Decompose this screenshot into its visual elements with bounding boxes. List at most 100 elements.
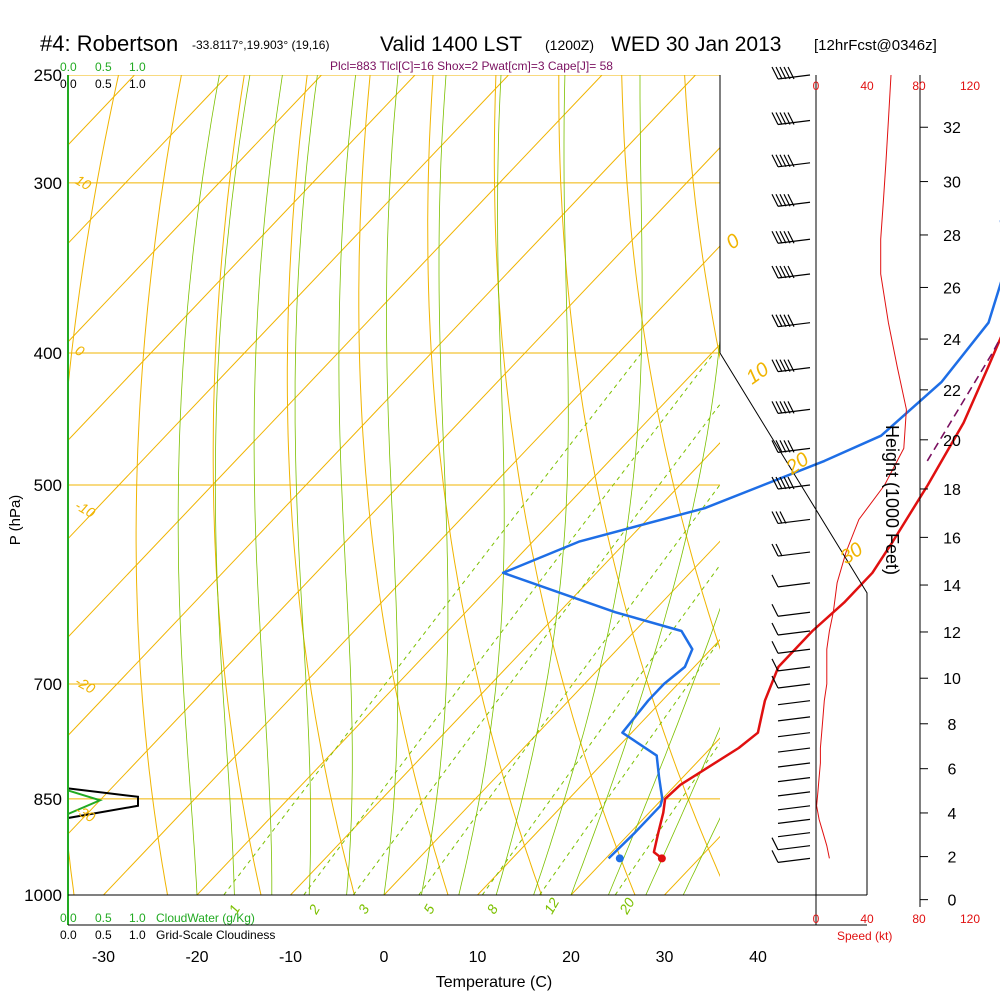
- wind-barb: [777, 832, 811, 838]
- wind-barb-feather: [787, 440, 795, 453]
- dry-adiabat: [68, 75, 119, 895]
- wind-barb: [777, 716, 811, 722]
- x-tick-label: 30: [656, 949, 674, 966]
- moist-adiabat: [253, 75, 283, 895]
- height-tick-label: 16: [943, 530, 961, 547]
- wind-barb-feather: [775, 359, 783, 372]
- wind-barb-staff: [777, 747, 811, 753]
- wind-barb-feather: [779, 230, 787, 244]
- series-temperature: [652, 336, 1000, 860]
- adiabat-label: 0: [722, 230, 744, 254]
- wind-barb-staff: [777, 630, 811, 636]
- wind-barb-staff: [777, 551, 811, 557]
- bottom-black-1: 1.0: [129, 928, 146, 942]
- wind-barb-feather: [771, 401, 779, 414]
- wind-barb-feather: [783, 230, 791, 244]
- wind-barb-feather: [787, 401, 795, 414]
- mixing-ratio-label: 2: [305, 902, 323, 918]
- mixing-ratio-label: 8: [483, 902, 501, 917]
- mixing-ratio-line: [614, 742, 720, 895]
- isotherm-line: [68, 75, 416, 441]
- moist-adiabat: [758, 75, 1000, 895]
- wind-barb-feather: [771, 675, 779, 689]
- adiabat-label: 30: [836, 538, 867, 569]
- dry-adiabat: [212, 75, 262, 895]
- mixing-ratio-line: [303, 352, 715, 895]
- wind-barb-staff: [777, 322, 811, 328]
- top-black-05: 0.5: [95, 77, 112, 91]
- wind-barb-staff: [777, 845, 811, 851]
- mixing-ratio-line: [352, 403, 720, 895]
- wind-barb-feather: [775, 401, 783, 414]
- wind-barb-staff: [777, 716, 811, 722]
- pressure-tick-label: 1000: [24, 886, 62, 905]
- wind-barb-feather: [787, 265, 795, 279]
- wind-barb-staff: [777, 832, 811, 838]
- top-green-0: 0.0: [60, 60, 77, 74]
- wind-barb-feather: [779, 265, 787, 279]
- wind-barb-feather: [787, 314, 795, 327]
- wind-barb-feather: [771, 511, 779, 524]
- pressure-tick-label: 500: [34, 476, 62, 495]
- wind-barb: [777, 805, 811, 811]
- wind-barb-feather: [775, 193, 783, 207]
- adiabat-label: 10: [742, 358, 773, 389]
- x-tick-label: -30: [92, 949, 115, 966]
- wind-barb-feather: [771, 154, 779, 168]
- moist-adiabat: [177, 75, 220, 895]
- wind-barb-staff: [777, 484, 811, 490]
- mixing-ratio-label: 3: [355, 902, 373, 917]
- forecast-info: [12hrFcst@0346z]: [814, 37, 937, 54]
- isotherm-line: [758, 75, 1000, 895]
- dry-adiabat: [358, 75, 449, 895]
- cloudiness-label: Grid-Scale Cloudiness: [156, 928, 275, 942]
- wind-barb-feather: [775, 265, 783, 279]
- grid-clipped: [68, 75, 1000, 895]
- wind-barb-feather: [779, 476, 787, 490]
- wind-barb-feather: [783, 112, 791, 125]
- isotherm-line: [68, 146, 720, 835]
- bottom-green-0: 0.0: [60, 911, 77, 925]
- wind-barb: [771, 66, 811, 80]
- wind-barb-feather: [787, 476, 795, 490]
- wind-barb-feather: [771, 265, 779, 279]
- wind-barb-feather: [779, 154, 787, 168]
- height-tick-label: 32: [943, 120, 961, 137]
- wind-barb-feather: [787, 193, 795, 207]
- wind-barb-feather: [771, 622, 779, 636]
- isotherm-label: 0: [73, 342, 88, 360]
- wind-barb: [771, 543, 811, 557]
- moist-adiabat: [214, 75, 251, 895]
- mixing-ratio-line: [539, 639, 720, 895]
- pressure-tick-label: 300: [34, 174, 62, 193]
- wind-barb-feather: [775, 511, 783, 524]
- wind-barb-staff: [777, 857, 811, 863]
- height-tick-label: 12: [943, 625, 961, 642]
- height-tick-label: 0: [948, 893, 957, 910]
- wind-barb-feather: [775, 154, 783, 168]
- mixing-ratio-line: [481, 564, 720, 895]
- wind-barb-staff: [777, 683, 811, 689]
- speed-top-0: 0: [813, 79, 820, 93]
- wind-barb: [771, 837, 811, 851]
- wind-barb: [771, 511, 811, 525]
- isotherm-line: [477, 639, 720, 895]
- moist-adiabat: [608, 607, 720, 895]
- wind-barb: [777, 791, 811, 797]
- wind-barb: [771, 658, 811, 672]
- x-tick-label: 10: [469, 949, 487, 966]
- wind-barb-feather: [783, 314, 791, 327]
- wind-barb-feather: [775, 543, 783, 557]
- dry-adiabat: [621, 75, 720, 650]
- height-tick-label: 14: [943, 578, 961, 595]
- right-axis-label: Height (1000 Feet): [882, 425, 902, 575]
- wind-barb-staff: [777, 408, 811, 414]
- wind-barb-staff: [777, 818, 811, 824]
- height-tick-label: 24: [943, 332, 961, 349]
- wind-barb-feather: [771, 359, 779, 372]
- wind-barb-feather: [771, 230, 779, 244]
- speed-bot-40: 40: [860, 912, 874, 926]
- wind-barb-feather: [771, 658, 779, 672]
- wind-barb-feather: [783, 154, 791, 168]
- wind-barb: [777, 818, 811, 824]
